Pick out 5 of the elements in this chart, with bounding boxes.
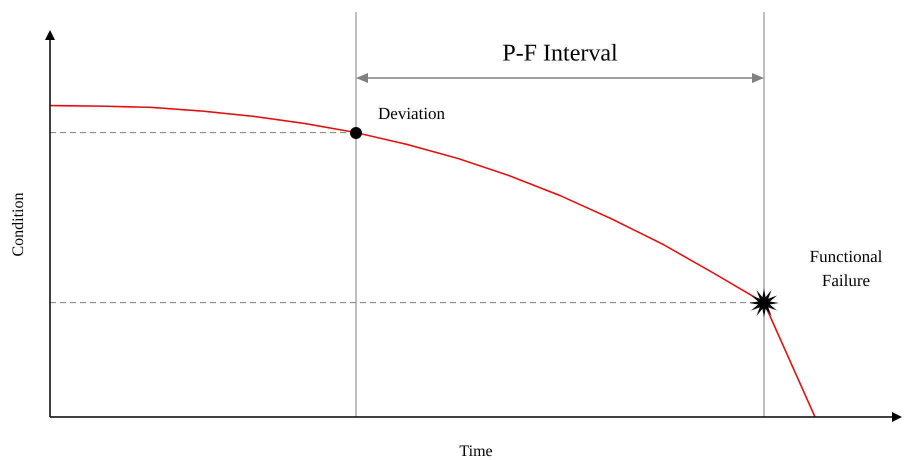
annotation: Functional Failure bbox=[810, 247, 883, 290]
text: P-F Interval bbox=[502, 40, 618, 66]
y-axis-title: Condition bbox=[10, 192, 28, 257]
annotation: Deviation bbox=[378, 104, 446, 124]
x-axis-title: Time bbox=[459, 443, 493, 460]
